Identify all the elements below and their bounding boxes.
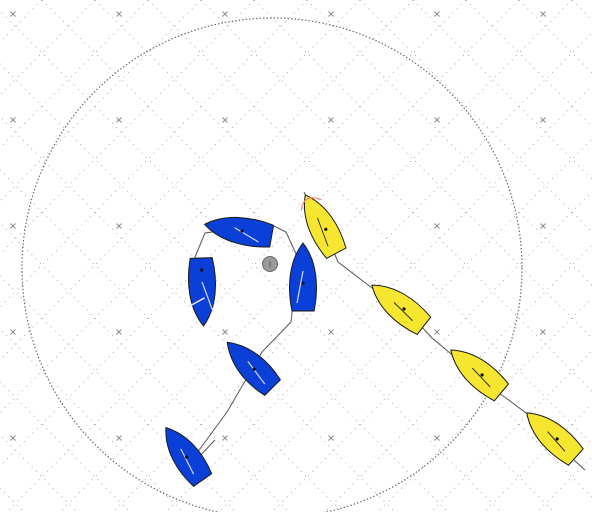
grid-cross-icon [116,117,122,123]
yellow-boat-4 [526,412,584,466]
blue-boat-2 [226,341,281,396]
grid-line [465,0,592,127]
grid-cross-icon [540,11,546,17]
grid-line [112,32,592,513]
grid-cross-icon [10,329,16,335]
grid-cross-icon [328,11,334,17]
grid-cross-icon [10,223,16,229]
grid-line [200,0,592,392]
grid-cross-icon [540,223,546,229]
yellow-boat-2 [371,284,432,336]
grid-line [147,0,592,445]
grid-line [0,0,149,149]
grid-line [6,0,520,513]
grid-cross-icon [116,223,122,229]
grid-cross-icon [116,11,122,17]
blue-boat-5 [187,257,216,327]
grid-cross-icon [222,117,228,123]
zone-circle [21,17,523,517]
grid-line [0,0,255,255]
grid-line [0,0,96,96]
grid-cross-icon [328,329,334,335]
grid-cross-icon [434,117,440,123]
grid-cross-icon [328,435,334,441]
mark-label: ! [269,260,272,270]
grid-line [0,0,467,467]
grid-line [0,10,502,513]
blue-boat-4 [203,216,275,248]
grid-cross-icon [222,329,228,335]
grid-line [253,0,592,339]
grid-line [59,0,573,513]
yellow-boat-1 [300,194,347,259]
grid-line [0,0,202,202]
grid-cross-icon [434,435,440,441]
grid-line [41,0,555,513]
blue-boat-1 [165,426,213,487]
grid-cross-icon [434,329,440,335]
grid-line [0,0,361,361]
grid-line [94,0,592,498]
grid-line [0,63,449,513]
grid-cross-icon [10,117,16,123]
grid-cross-icon [222,435,228,441]
grid-cross-icon [10,11,16,17]
mark-buoy-icon: ! [262,256,278,272]
yellow-boat-3 [450,349,510,402]
grid-line [0,0,308,308]
grid-cross-icon [328,117,334,123]
grid-cross-icon [434,11,440,17]
grid-cross-icon [434,223,440,229]
grid-cross-icon [540,117,546,123]
grid-cross-icon [116,435,122,441]
blue-boat-3 [289,242,317,312]
grid-line [412,0,592,180]
grid-cross-icon [116,329,122,335]
grid-cross-icon [10,435,16,441]
grid-line [359,0,592,233]
grid-cross-icon [540,329,546,335]
grid-cross-icon [222,11,228,17]
grid-line [306,0,592,286]
grid-line [0,0,414,414]
